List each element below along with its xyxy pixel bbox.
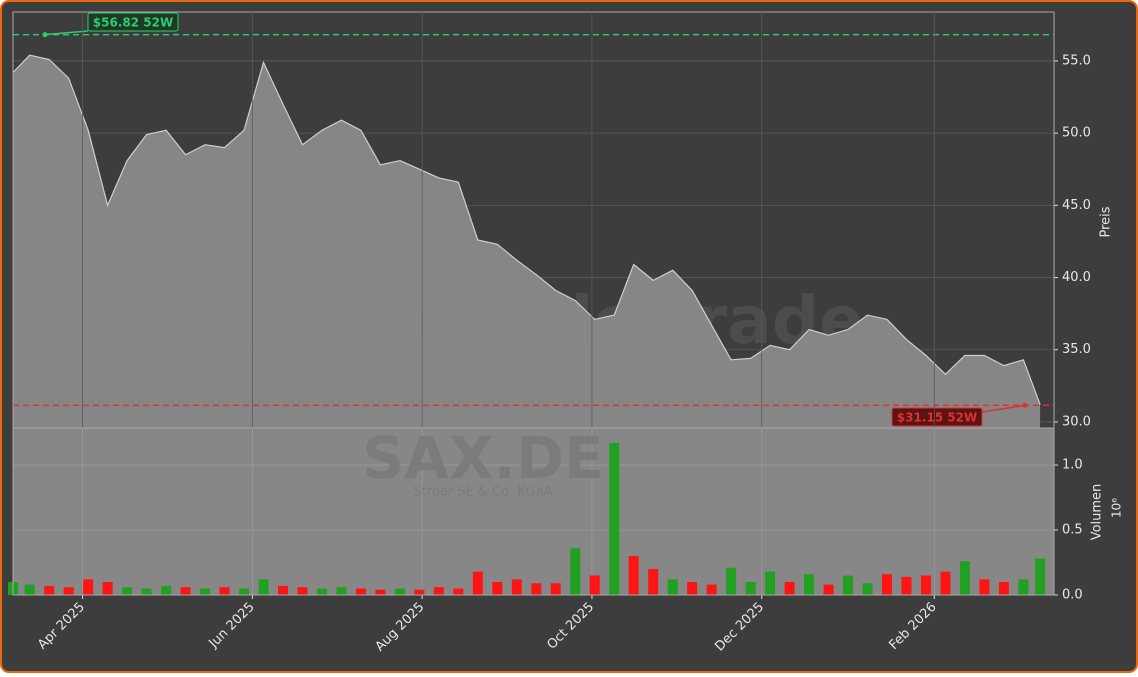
volume-bar xyxy=(316,588,327,595)
volume-bar xyxy=(180,587,191,595)
volume-bar xyxy=(355,588,366,595)
volume-bar xyxy=(394,588,405,595)
volume-bar xyxy=(628,556,639,595)
volume-bar xyxy=(161,585,172,595)
y-tick-label: 0.0 xyxy=(1062,588,1083,603)
volume-bar xyxy=(823,584,834,595)
volume-bar xyxy=(726,567,737,595)
volume-bar xyxy=(862,583,873,595)
volume-bar xyxy=(414,589,425,595)
watermark-ticker: SAX.DE xyxy=(362,424,603,492)
volume-bar xyxy=(83,579,94,595)
volume-bar xyxy=(102,582,113,595)
volume-bar xyxy=(570,548,581,595)
volume-bar xyxy=(784,582,795,595)
volume-bar xyxy=(122,587,133,595)
volume-bar xyxy=(472,571,483,595)
volume-bar xyxy=(940,571,951,595)
volume-bar xyxy=(336,587,347,595)
volume-bar xyxy=(550,583,561,595)
y-axis-label: Preis xyxy=(1099,206,1114,237)
volume-bar xyxy=(297,587,308,595)
volume-bar xyxy=(843,575,854,595)
volume-bar xyxy=(200,588,211,595)
y-tick-label: 35.0 xyxy=(1062,342,1091,357)
volume-bar xyxy=(239,588,250,595)
volume-bar xyxy=(648,569,659,595)
watermark-name: Ströer SE & Co. KGaA xyxy=(413,485,552,500)
volume-bar xyxy=(745,582,756,595)
volume-bar xyxy=(881,574,892,595)
annotation-box xyxy=(87,12,179,32)
annotation-arrow xyxy=(981,404,1026,413)
volume-bar xyxy=(998,582,1009,595)
volume-bar xyxy=(531,583,542,595)
price-area xyxy=(13,55,1041,428)
volume-panel xyxy=(13,428,1054,595)
volume-bar xyxy=(141,588,152,595)
y-tick-label: 50.0 xyxy=(1062,126,1091,141)
y-axis-label: Volumen xyxy=(1090,484,1105,541)
volume-bar xyxy=(901,576,912,595)
volume-bar xyxy=(63,587,74,595)
volume-bar xyxy=(453,588,464,595)
volume-bar xyxy=(609,442,620,595)
volume-bar xyxy=(219,587,230,595)
volume-bar xyxy=(492,582,503,595)
volume-bar xyxy=(1035,558,1046,595)
y-tick-label: 40.0 xyxy=(1062,270,1091,285)
volume-bar xyxy=(687,582,698,595)
price-line xyxy=(12,54,1041,405)
volume-bar xyxy=(667,579,678,595)
y-tick-label: 1.0 xyxy=(1062,458,1083,473)
volume-bar xyxy=(511,579,522,595)
volume-bar xyxy=(24,584,35,595)
volume-bar xyxy=(765,571,776,595)
volume-bar xyxy=(258,579,269,595)
annotation-label: $56.82 52W xyxy=(93,16,173,30)
y-tick-label: 45.0 xyxy=(1062,198,1091,213)
volume-bar xyxy=(706,584,717,595)
volume-bar xyxy=(277,585,288,595)
volume-bar xyxy=(433,587,444,595)
y-tick-label: 0.5 xyxy=(1062,523,1083,538)
annotation-arrow xyxy=(44,30,89,36)
offset-label: 10⁶ xyxy=(1110,498,1124,518)
volume-bar xyxy=(1018,579,1029,595)
y-tick-label: 30.0 xyxy=(1062,414,1091,429)
volume-bar xyxy=(959,561,970,595)
volume-bar xyxy=(979,579,990,595)
panel-border xyxy=(12,427,1055,596)
volume-bar xyxy=(589,575,600,595)
arrow-head xyxy=(1022,402,1028,408)
annotation-box xyxy=(891,407,983,427)
volume-bar xyxy=(375,589,386,595)
volume-bar xyxy=(44,585,55,595)
volume-bar xyxy=(920,575,931,595)
y-tick-label: 55.0 xyxy=(1062,53,1091,68)
volume-bar xyxy=(804,574,815,595)
annotation-label: $31.15 52W xyxy=(897,411,977,425)
arrow-head xyxy=(42,32,48,38)
